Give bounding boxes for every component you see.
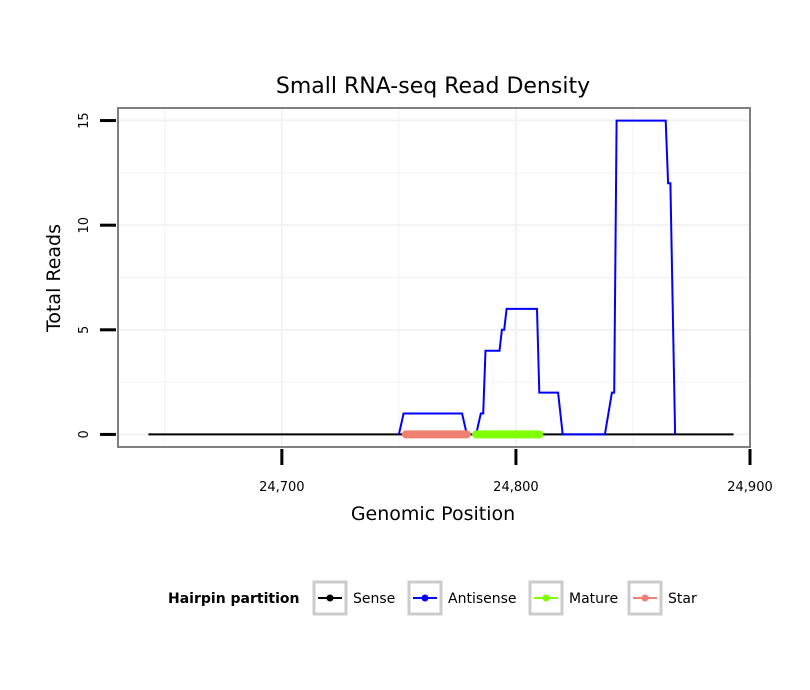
legend-label-sense: Sense: [353, 591, 395, 607]
legend-key-point-mature: [542, 594, 550, 602]
legend-label-mature: Mature: [569, 591, 618, 607]
y-axis-title: Total Reads: [43, 224, 65, 333]
x-tick-label: 24,800: [493, 480, 539, 495]
x-axis-title: Genomic Position: [351, 503, 515, 525]
y-tick-label: 15: [77, 112, 92, 129]
legend: Hairpin partition Sense Antisense Mature St…: [168, 580, 697, 616]
x-axis: 24,700 24,800 24,900: [259, 449, 773, 495]
x-tick-label: 24,900: [727, 480, 773, 495]
x-tick-label: 24,700: [259, 480, 305, 495]
legend-key-point-antisense: [421, 594, 429, 602]
legend-key-point-star: [641, 594, 649, 602]
y-tick-label: 0: [77, 430, 92, 438]
legend-label-antisense: Antisense: [448, 591, 517, 607]
legend-label-star: Star: [668, 591, 697, 607]
series-layer: [148, 119, 734, 439]
legend-title: Hairpin partition: [168, 591, 299, 607]
y-tick-label: 5: [77, 326, 92, 334]
legend-key-point-sense: [326, 594, 334, 602]
y-tick-label: 10: [77, 217, 92, 234]
chart-title: Small RNA-seq Read Density: [276, 74, 590, 99]
y-axis: 0 5 10 15: [77, 112, 116, 439]
plot-border: [117, 107, 751, 448]
